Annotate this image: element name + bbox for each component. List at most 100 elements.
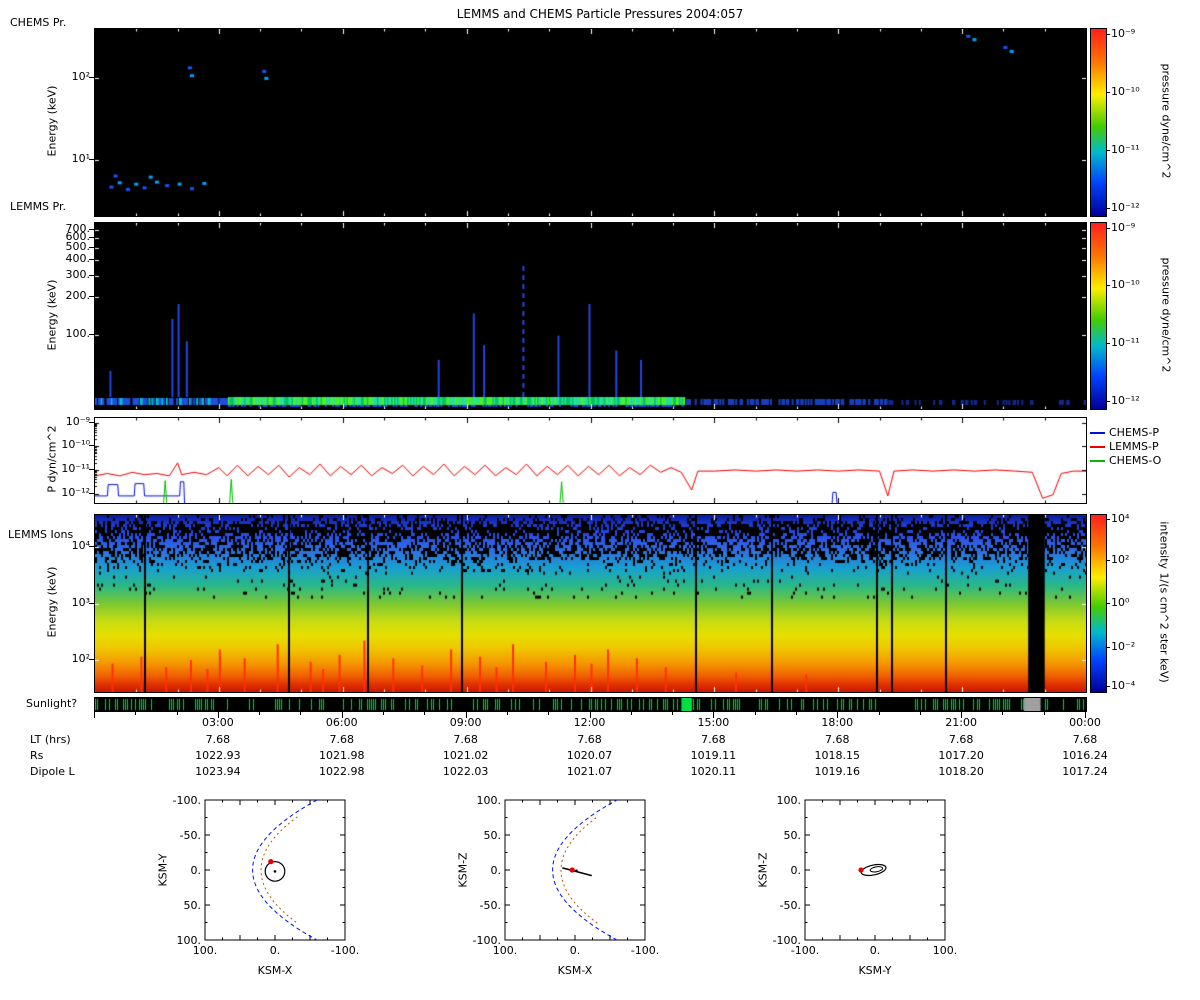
axis-tick bbox=[590, 712, 591, 718]
ephemeris-value: 1021.07 bbox=[566, 765, 613, 778]
legend-label: LEMMS-P bbox=[1109, 440, 1159, 453]
axis-tick bbox=[548, 712, 549, 715]
axis-tick bbox=[89, 659, 94, 660]
ephemeris-value: 7.68 bbox=[205, 733, 231, 746]
orbit-xtick-label: 0. bbox=[869, 944, 881, 957]
axis-tick bbox=[672, 712, 673, 715]
colorbar-tick-label: 10⁻¹⁰ bbox=[1111, 84, 1140, 98]
orbit-ytick-label: 0. bbox=[490, 864, 502, 877]
orbit-xaxis-label: KSM-X bbox=[557, 964, 593, 977]
orbit-ytick-label: -100. bbox=[772, 934, 801, 947]
sunlight-label: Sunlight? bbox=[26, 697, 78, 710]
orbit-xtick-label: 0. bbox=[269, 944, 281, 957]
legend-swatch bbox=[1090, 432, 1105, 434]
orbit-ytick-label: 50. bbox=[483, 829, 502, 842]
legend-swatch bbox=[1090, 446, 1105, 448]
axis-tick bbox=[1106, 228, 1110, 229]
axis-tick bbox=[89, 229, 94, 230]
dipole-row-label: Dipole L bbox=[30, 765, 75, 778]
time-tick-label: 21:00 bbox=[945, 716, 977, 729]
ytick-label: 300. bbox=[65, 267, 91, 281]
axis-tick bbox=[879, 712, 880, 715]
orbit-xtick-label: 0. bbox=[569, 944, 581, 957]
ytick-label: 10³ bbox=[71, 595, 90, 609]
orbit-ytick-label: -50. bbox=[479, 899, 501, 912]
ephemeris-value: 1022.03 bbox=[442, 765, 489, 778]
ephemeris-value: 1023.94 bbox=[195, 765, 241, 778]
axis-tick bbox=[961, 712, 962, 718]
axis-tick bbox=[424, 712, 425, 715]
time-tick-label: 09:00 bbox=[449, 716, 482, 729]
ephemeris-value: 7.68 bbox=[577, 733, 602, 746]
colorbar-tick-label: 10⁻¹² bbox=[1111, 393, 1140, 407]
ions-spectrogram-canvas bbox=[94, 514, 1087, 693]
ephemeris-value: 1018.15 bbox=[814, 749, 861, 762]
axis-tick bbox=[1106, 208, 1110, 209]
time-tick-label: 06:00 bbox=[325, 716, 358, 729]
axis-tick bbox=[796, 712, 797, 715]
axis-tick bbox=[1002, 712, 1003, 715]
ytick-label: 10¹ bbox=[71, 151, 90, 165]
ephemeris-value: 1018.20 bbox=[938, 765, 984, 778]
colorbar-tick-label: 10⁻⁹ bbox=[1111, 26, 1136, 40]
orbit-xaxis-label: KSM-Y bbox=[858, 964, 892, 977]
ephemeris-value: 1021.02 bbox=[442, 749, 489, 762]
ytick-label: 500. bbox=[65, 240, 91, 254]
orbit-xtick-label: -100. bbox=[790, 944, 820, 957]
ephemeris-value: 1016.24 bbox=[1062, 749, 1108, 762]
ytick-label: 10⁻¹¹ bbox=[61, 461, 90, 475]
axis-tick bbox=[1085, 712, 1086, 718]
lt-row-label: LT (hrs) bbox=[30, 733, 71, 746]
axis-tick bbox=[89, 422, 94, 423]
orbit-yaxis-label: KSM-Z bbox=[456, 852, 470, 888]
ephemeris-value: 7.68 bbox=[948, 733, 974, 746]
ytick-label: 10⁻⁹ bbox=[65, 414, 90, 428]
axis-tick bbox=[1106, 34, 1110, 35]
axis-tick bbox=[1106, 560, 1110, 561]
colorbar-tick-label: 10⁻¹⁰ bbox=[1111, 278, 1140, 292]
orbit-ytick-label: 0. bbox=[190, 864, 202, 877]
orbit-ytick-label: -50. bbox=[779, 899, 801, 912]
orbit-yaxis-label: KSM-Y bbox=[156, 853, 170, 887]
axis-tick bbox=[259, 712, 260, 715]
colorbar-tick-label: 10² bbox=[1111, 553, 1130, 567]
axis-tick bbox=[1106, 285, 1110, 286]
axis-tick bbox=[755, 712, 756, 715]
ytick-label: 400. bbox=[65, 252, 91, 266]
rs-row-label: Rs bbox=[30, 749, 44, 762]
axis-tick bbox=[342, 712, 343, 718]
ytick-label: 10² bbox=[71, 69, 90, 83]
axis-tick bbox=[218, 712, 219, 718]
orbit-ytick-label: 50. bbox=[183, 899, 202, 912]
ephemeris-value: 7.68 bbox=[453, 733, 478, 746]
axis-tick bbox=[89, 546, 94, 547]
axis-tick bbox=[89, 296, 94, 297]
ephemeris-value: 1017.24 bbox=[1062, 765, 1108, 778]
axis-tick bbox=[466, 712, 467, 718]
colorbar-tick-label: 10⁻¹² bbox=[1111, 200, 1140, 214]
axis-tick bbox=[1106, 686, 1110, 687]
axis-tick bbox=[89, 77, 94, 78]
chems-pr-label: CHEMS Pr. bbox=[10, 16, 67, 29]
lemms-ions-label: LEMMS Ions bbox=[8, 528, 74, 541]
orbit-ytick-label: 100. bbox=[476, 794, 502, 807]
axis-tick bbox=[89, 159, 94, 160]
axis-tick bbox=[507, 712, 508, 715]
ytick-label: 100. bbox=[65, 326, 91, 340]
lemms-pr-label: LEMMS Pr. bbox=[10, 200, 66, 213]
ytick-label: 10⁻¹⁰ bbox=[61, 438, 90, 452]
orbit-xaxis-label: KSM-X bbox=[257, 964, 293, 977]
orbit-xtick-label: -100. bbox=[630, 944, 660, 957]
axis-tick bbox=[94, 712, 95, 718]
legend-label: CHEMS-O bbox=[1109, 454, 1162, 467]
colorbar-tick-label: 10⁴ bbox=[1111, 512, 1130, 526]
ephemeris-value: 7.68 bbox=[701, 733, 726, 746]
axis-tick bbox=[89, 259, 94, 260]
orbit-ytick-label: 100. bbox=[776, 794, 802, 807]
ephemeris-value: 1019.16 bbox=[814, 765, 861, 778]
time-tick-label: 15:00 bbox=[697, 716, 730, 729]
axis-tick bbox=[89, 493, 94, 494]
axis-tick bbox=[1106, 92, 1110, 93]
ephemeris-value: 1017.20 bbox=[938, 749, 984, 762]
sunlight-bar-canvas bbox=[94, 697, 1087, 712]
